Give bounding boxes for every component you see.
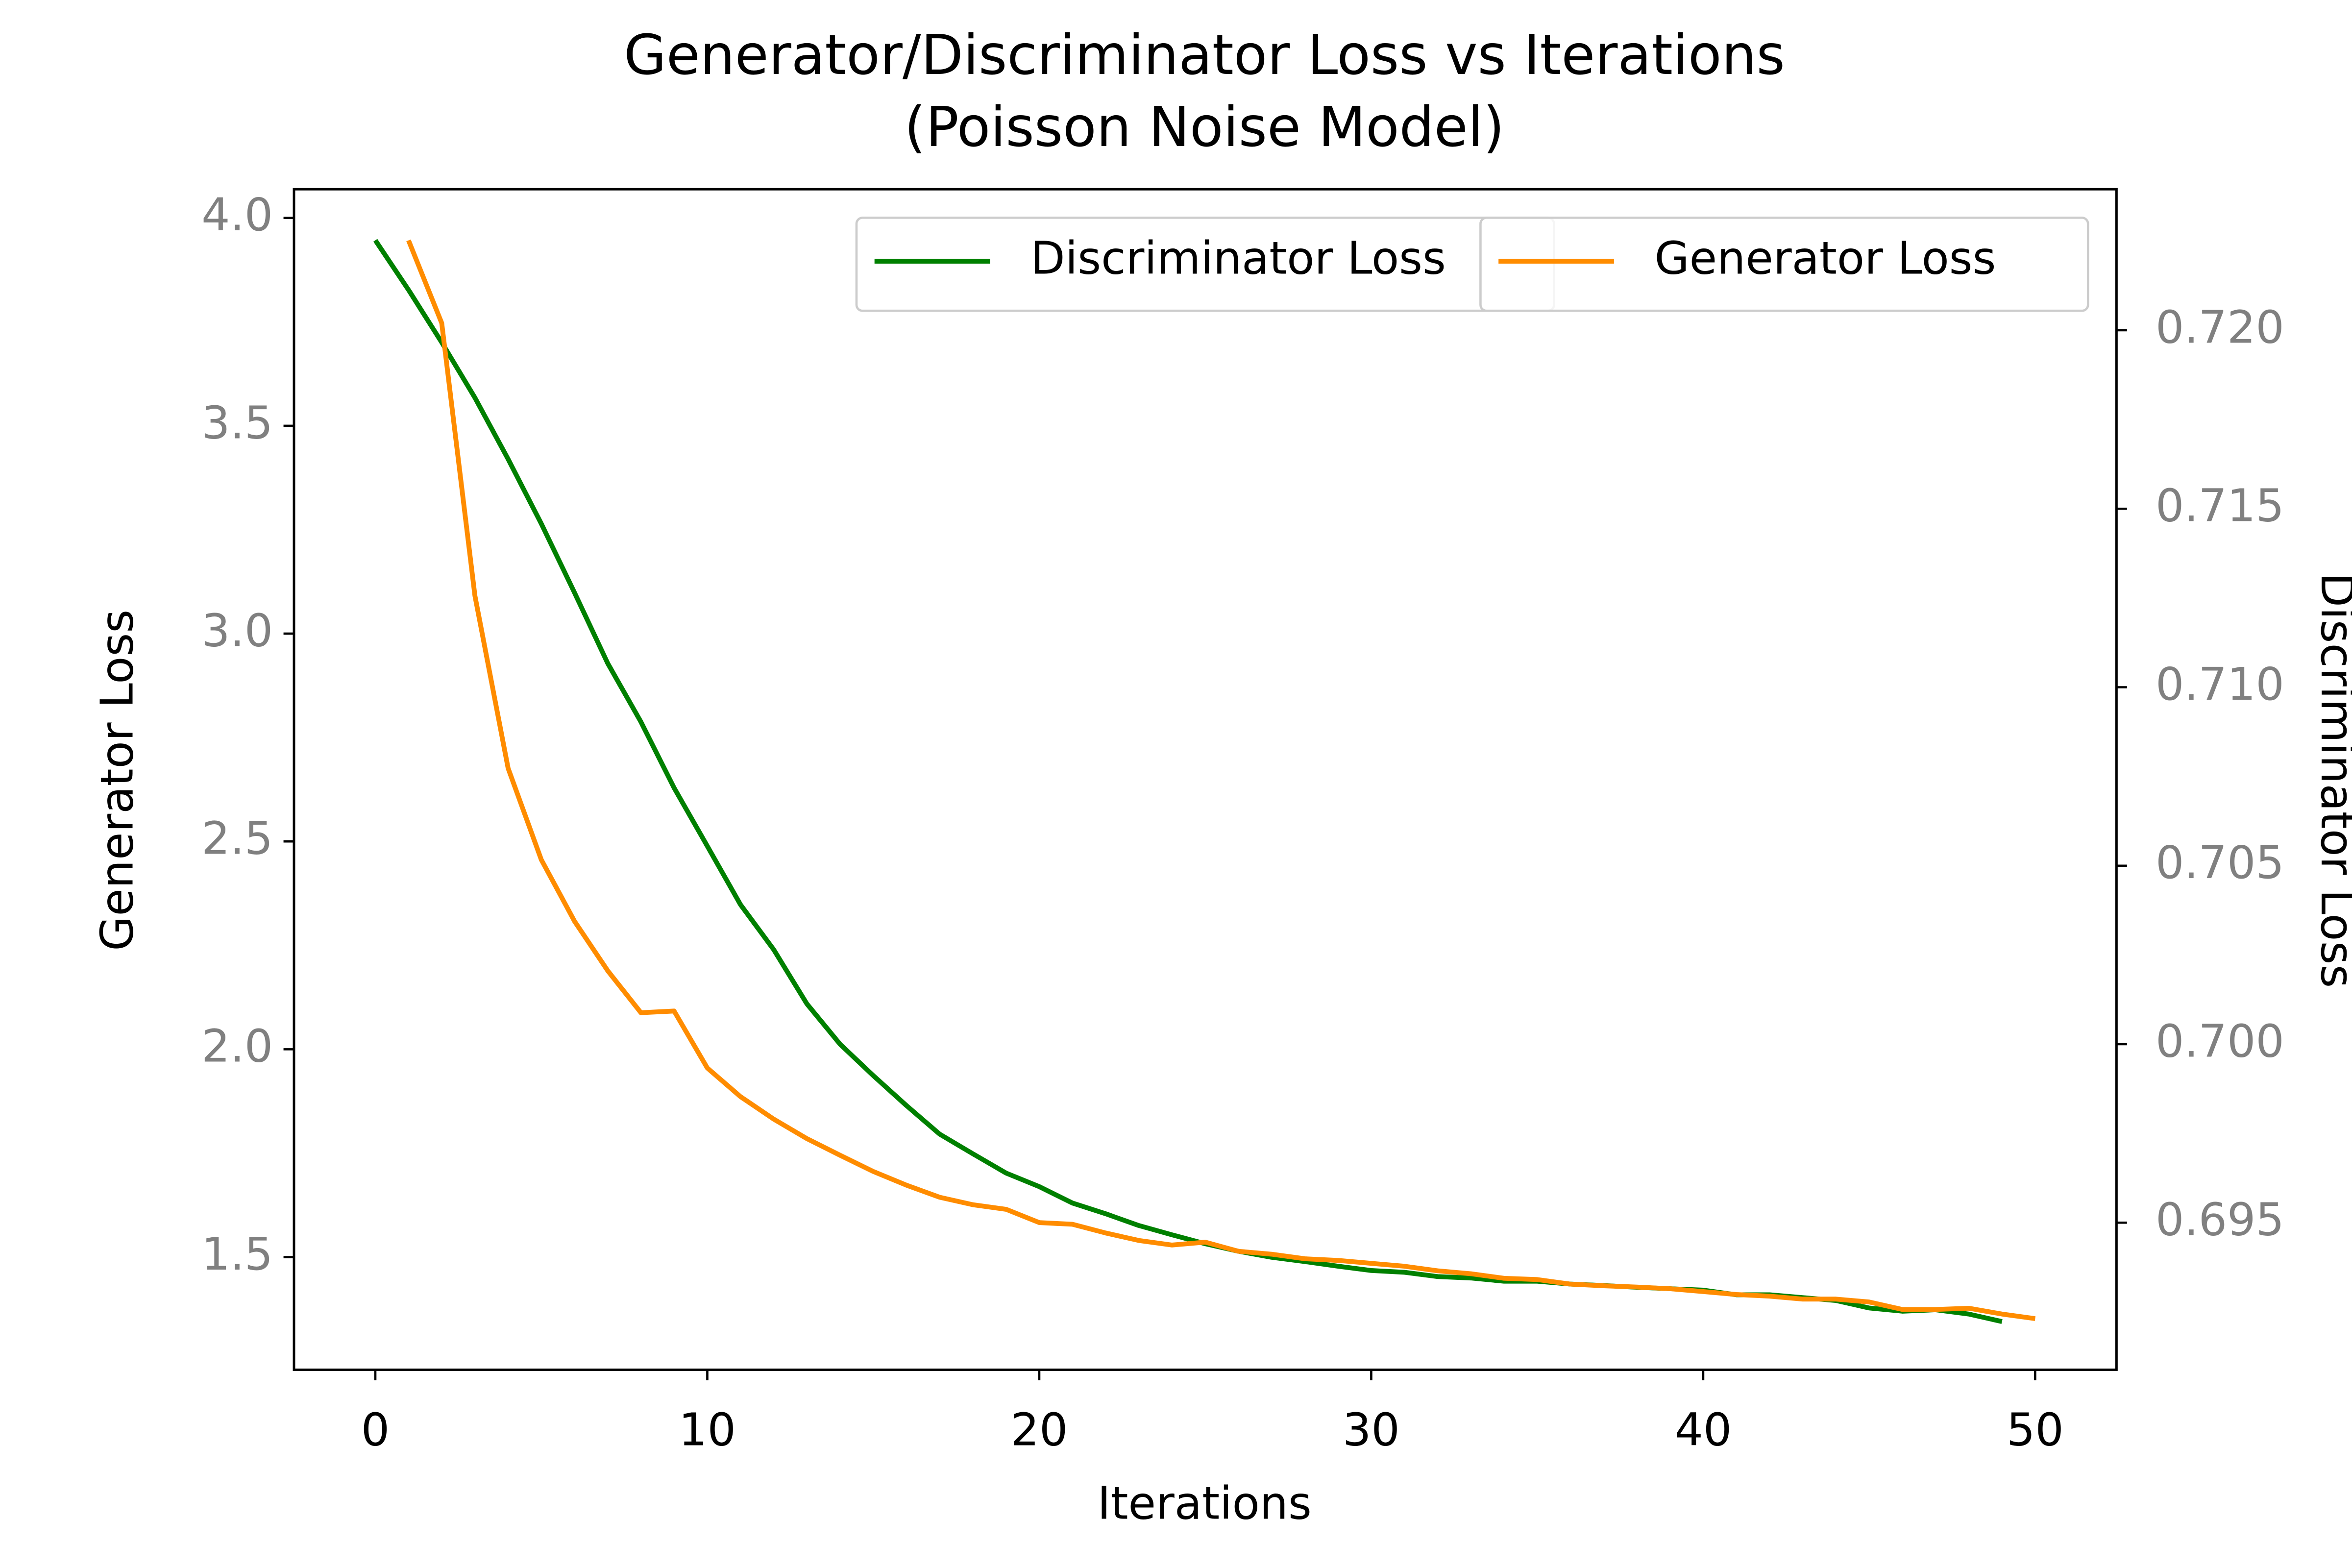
y2-tick-label: 0.695	[2156, 1194, 2284, 1246]
y-tick-label: 3.5	[201, 396, 273, 449]
legend-box	[1479, 217, 2089, 312]
x-axis-label: Iterations	[1097, 1477, 1311, 1529]
x-tick-label: 50	[2007, 1403, 2064, 1456]
x-tick-label: 40	[1674, 1403, 1732, 1456]
y2-tick-label: 0.700	[2156, 1015, 2284, 1067]
legend-label: Generator Loss	[1655, 232, 1996, 285]
y-tick-label: 1.5	[201, 1228, 273, 1280]
y2-tick-label: 0.720	[2156, 301, 2284, 353]
y-axis-label: Generator Loss	[91, 610, 143, 951]
y2-axis-label: Discriminator Loss	[2311, 572, 2352, 988]
y2-tick-label: 0.715	[2156, 480, 2284, 532]
x-tick-label: 20	[1011, 1403, 1068, 1456]
y2-tick-label: 0.710	[2156, 658, 2284, 710]
chart-title: Generator/Discriminator Loss vs Iteratio…	[624, 24, 1785, 159]
x-tick-label: 30	[1343, 1403, 1400, 1456]
legend-label: Discriminator Loss	[1030, 232, 1446, 285]
x-tick-label: 0	[361, 1403, 390, 1456]
y-tick-label: 2.5	[201, 812, 273, 865]
series-line	[406, 239, 2036, 1321]
plot-frame	[293, 188, 2118, 1371]
y-tick-label: 4.0	[201, 189, 273, 241]
x-tick-label: 10	[679, 1403, 736, 1456]
y2-tick-label: 0.705	[2156, 836, 2284, 889]
y-tick-label: 2.0	[201, 1020, 273, 1073]
y-tick-label: 3.0	[201, 604, 273, 657]
